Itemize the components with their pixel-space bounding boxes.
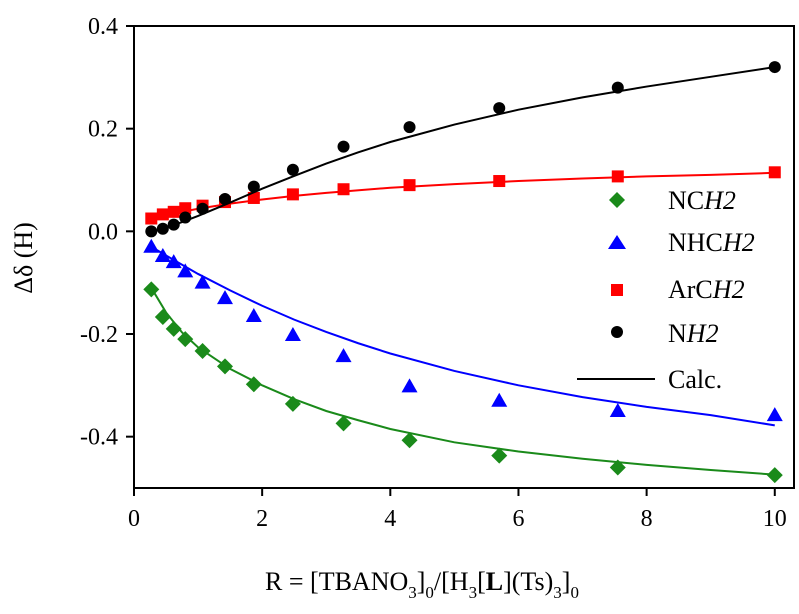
- data-point-nch2: [284, 395, 301, 412]
- data-point-arch2: [167, 205, 180, 218]
- legend: NCH2 NHCH2 ArCH2 NH2 Calc.: [577, 186, 755, 394]
- legend-marker-circle: [611, 326, 623, 338]
- data-point-nh2: [156, 222, 169, 235]
- data-point-nch2: [154, 309, 171, 326]
- data-point-arch2: [145, 212, 158, 225]
- legend-label-calc: Calc.: [668, 365, 722, 394]
- y-tick-label: 0.0: [88, 219, 118, 245]
- x-axis-label: R = [TBANO3]0/[H3[L](Ts)3]0: [265, 567, 579, 602]
- data-point-nhch2: [245, 308, 262, 323]
- data-point-nhch2: [609, 403, 626, 417]
- data-point-arch2: [493, 175, 506, 188]
- data-point-nch2: [766, 467, 783, 484]
- legend-entry-nh2: NH2: [611, 319, 719, 348]
- y-tick-label: -0.4: [80, 425, 118, 451]
- data-point-nh2: [218, 192, 231, 205]
- x-axis: 0 2 4 6 8 10: [128, 488, 787, 532]
- data-point-nh2: [337, 140, 350, 153]
- data-point-arch2: [286, 188, 299, 201]
- data-point-nhch2: [177, 263, 194, 278]
- series-layer: [143, 61, 783, 484]
- data-point-nh2: [196, 202, 209, 215]
- x-tick-label: 8: [641, 506, 653, 532]
- data-point-nhch2: [194, 274, 211, 289]
- x-tick-label: 4: [384, 506, 396, 532]
- x-tick-label: 6: [512, 506, 524, 532]
- data-point-nhch2: [401, 378, 418, 393]
- x-tick-label: 2: [256, 506, 268, 532]
- data-point-nhch2: [284, 327, 301, 342]
- data-point-nhch2: [216, 290, 233, 305]
- data-point-nch2: [143, 281, 160, 298]
- plot-frame: [133, 25, 795, 489]
- x-tick-label: 10: [763, 506, 787, 532]
- data-point-arch2: [403, 179, 416, 192]
- data-point-nch2: [609, 459, 626, 476]
- data-point-nch2: [177, 331, 194, 348]
- y-tick-label: 0.2: [88, 117, 118, 143]
- data-point-arch2: [247, 191, 260, 204]
- data-point-nh2: [493, 102, 506, 115]
- data-point-arch2: [611, 170, 624, 183]
- y-axis-label: Δδ (H): [9, 222, 38, 294]
- data-point-nch2: [165, 320, 182, 337]
- y-tick-label: 0.4: [88, 14, 118, 40]
- data-point-nhch2: [165, 254, 182, 269]
- data-point-nh2: [167, 218, 180, 231]
- data-point-arch2: [179, 202, 192, 215]
- legend-label-arch2: ArCH2: [668, 275, 745, 304]
- y-axis: -0.4 -0.2 0.0 0.2 0.4: [80, 14, 134, 451]
- data-point-nh2: [286, 163, 299, 176]
- x-tick-label: 0: [128, 506, 140, 532]
- data-point-nch2: [245, 376, 262, 393]
- data-point-nhch2: [143, 238, 160, 253]
- legend-entry-nch2: NCH2: [609, 186, 736, 215]
- legend-marker-square: [611, 284, 623, 296]
- data-point-nch2: [401, 432, 418, 449]
- legend-label-nch2: NCH2: [668, 186, 736, 215]
- data-point-nhch2: [491, 392, 508, 407]
- data-point-nch2: [335, 415, 352, 432]
- legend-marker-diamond: [609, 192, 625, 208]
- legend-label-nh2: NH2: [668, 319, 719, 348]
- data-point-nch2: [491, 447, 508, 464]
- legend-label-nhch2: NHCH2: [668, 228, 755, 257]
- legend-entry-arch2: ArCH2: [611, 275, 745, 304]
- data-point-nhch2: [154, 247, 171, 262]
- data-point-nh2: [403, 121, 416, 134]
- fit-line-nhch2: [150, 245, 775, 427]
- legend-entry-calc: Calc.: [577, 365, 722, 394]
- data-point-arch2: [768, 166, 781, 179]
- y-tick-label: -0.2: [80, 322, 118, 348]
- data-point-nhch2: [766, 407, 783, 422]
- data-point-nh2: [247, 180, 260, 193]
- data-point-nh2: [611, 81, 624, 94]
- legend-entry-nhch2: NHCH2: [608, 228, 755, 257]
- data-point-arch2: [337, 183, 350, 196]
- data-point-arch2: [156, 208, 169, 221]
- data-point-nhch2: [335, 348, 352, 363]
- data-point-nh2: [145, 225, 158, 238]
- plot-border: [133, 25, 795, 489]
- data-point-nch2: [216, 358, 233, 375]
- legend-marker-triangle: [608, 235, 626, 249]
- data-point-nch2: [194, 342, 211, 359]
- data-point-nh2: [179, 211, 192, 224]
- data-point-nh2: [768, 61, 781, 74]
